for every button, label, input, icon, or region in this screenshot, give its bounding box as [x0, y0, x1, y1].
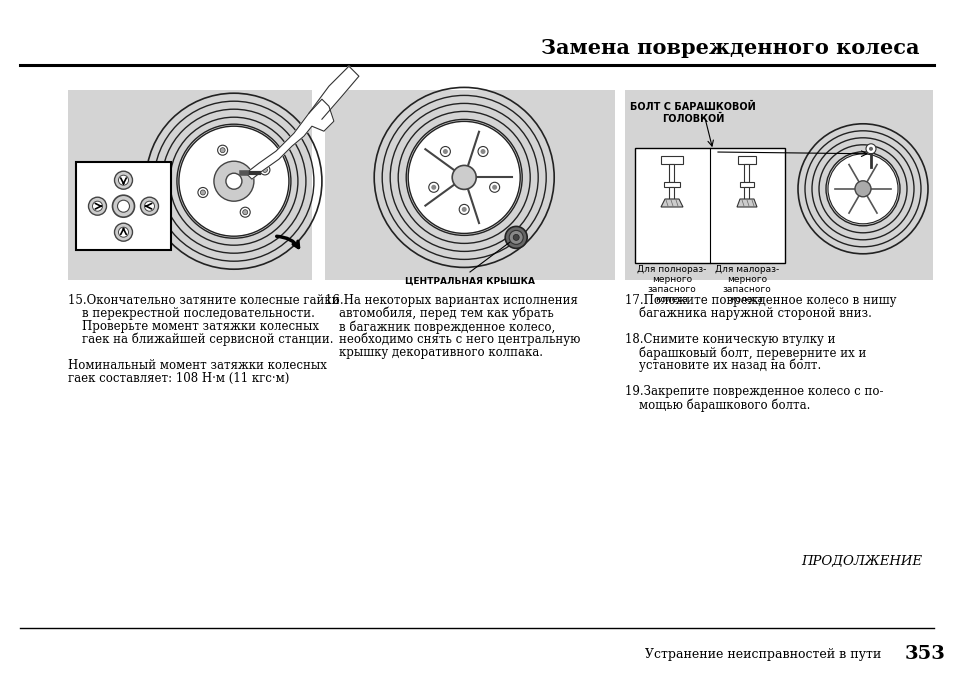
Text: Устранение неисправностей в пути: Устранение неисправностей в пути: [644, 648, 881, 661]
Circle shape: [854, 181, 870, 197]
Text: 16.На некоторых вариантах исполнения: 16.На некоторых вариантах исполнения: [325, 294, 578, 307]
Circle shape: [868, 147, 872, 151]
Text: Для малораз-: Для малораз-: [714, 265, 779, 274]
Text: Замена поврежденного колеса: Замена поврежденного колеса: [541, 38, 919, 58]
Text: ЦЕНТРАЛЬНАЯ КРЫШКА: ЦЕНТРАЛЬНАЯ КРЫШКА: [405, 277, 535, 286]
Bar: [663, 182, 679, 187]
Circle shape: [461, 207, 466, 212]
Bar: [76, 162, 171, 250]
Circle shape: [197, 187, 208, 198]
Circle shape: [213, 161, 253, 201]
Text: автомобиля, перед тем как убрать: автомобиля, перед тем как убрать: [338, 307, 553, 320]
Circle shape: [431, 185, 436, 190]
Circle shape: [200, 190, 205, 195]
Text: крышку декоративного колпака.: крышку декоративного колпака.: [338, 346, 542, 359]
Circle shape: [89, 197, 107, 215]
Text: Для полнораз-: Для полнораз-: [637, 265, 706, 274]
Text: барашковый болт, переверните их и: барашковый болт, переверните их и: [639, 346, 865, 359]
Circle shape: [492, 185, 497, 190]
Circle shape: [114, 223, 132, 241]
Circle shape: [440, 147, 450, 156]
Text: багажника наружной стороной вниз.: багажника наружной стороной вниз.: [639, 307, 871, 320]
Circle shape: [112, 196, 134, 217]
Circle shape: [513, 235, 518, 240]
Bar: [669, 187, 674, 199]
Text: колеса: колеса: [730, 295, 762, 304]
Circle shape: [117, 200, 130, 212]
Circle shape: [242, 210, 248, 215]
Circle shape: [477, 147, 488, 156]
Text: 17.Положите поврежденное колесо в нишу: 17.Положите поврежденное колесо в нишу: [624, 294, 896, 307]
Text: мерного: мерного: [726, 275, 766, 284]
Circle shape: [489, 182, 499, 192]
Text: запасного: запасного: [721, 285, 771, 294]
Circle shape: [480, 149, 485, 154]
Bar: [743, 187, 749, 199]
Bar: [669, 164, 674, 182]
Polygon shape: [660, 199, 682, 207]
Text: ГОЛОВКОЙ: ГОЛОВКОЙ: [661, 114, 723, 124]
Circle shape: [179, 126, 289, 236]
Text: мерного: мерного: [651, 275, 691, 284]
Circle shape: [240, 207, 250, 217]
Text: колеса: колеса: [655, 295, 688, 304]
Text: гаек на ближайшей сервисной станции.: гаек на ближайшей сервисной станции.: [82, 333, 334, 346]
Text: мощью барашкового болта.: мощью барашкового болта.: [639, 398, 809, 412]
Text: Проверьте момент затяжки колесных: Проверьте момент затяжки колесных: [82, 320, 318, 333]
Text: 353: 353: [904, 645, 944, 663]
Bar: [635, 148, 784, 263]
Bar: [740, 182, 753, 187]
Circle shape: [509, 230, 522, 244]
Text: 15.Окончательно затяните колесные гайки: 15.Окончательно затяните колесные гайки: [68, 294, 339, 307]
Circle shape: [144, 201, 154, 211]
Bar: [68, 90, 312, 280]
Circle shape: [428, 182, 438, 192]
Circle shape: [452, 165, 476, 189]
Circle shape: [118, 227, 129, 237]
Circle shape: [140, 197, 158, 215]
Text: в багажник поврежденное колесо,: в багажник поврежденное колесо,: [338, 320, 555, 333]
Bar: [624, 90, 932, 280]
Text: запасного: запасного: [647, 285, 696, 294]
Text: необходимо снять с него центральную: необходимо снять с него центральную: [338, 333, 579, 346]
Text: ПРОДОЛЖЕНИЕ: ПРОДОЛЖЕНИЕ: [801, 555, 921, 568]
Circle shape: [259, 165, 270, 175]
Circle shape: [217, 145, 228, 155]
Circle shape: [865, 144, 875, 154]
Circle shape: [114, 172, 132, 189]
Circle shape: [458, 204, 469, 215]
Text: гаек составляет: 108 Н·м (11 кгс·м): гаек составляет: 108 Н·м (11 кгс·м): [68, 372, 289, 385]
Circle shape: [505, 226, 527, 248]
Text: БОЛТ С БАРАШКОВОЙ: БОЛТ С БАРАШКОВОЙ: [630, 102, 755, 112]
Circle shape: [442, 149, 447, 154]
Polygon shape: [737, 199, 757, 207]
Circle shape: [92, 201, 102, 211]
Bar: [660, 156, 682, 164]
Text: установите их назад на болт.: установите их назад на болт.: [639, 359, 821, 372]
Bar: [325, 90, 615, 280]
Text: 19.Закрепите поврежденное колесо с по-: 19.Закрепите поврежденное колесо с по-: [624, 385, 882, 398]
Circle shape: [827, 154, 897, 224]
Polygon shape: [246, 99, 334, 179]
Circle shape: [118, 175, 129, 185]
Polygon shape: [309, 67, 358, 119]
Text: 18.Снимите коническую втулку и: 18.Снимите коническую втулку и: [624, 333, 835, 346]
Text: Номинальный момент затяжки колесных: Номинальный момент затяжки колесных: [68, 359, 327, 372]
Bar: [743, 164, 749, 182]
Circle shape: [226, 173, 242, 189]
Text: в перекрестной последовательности.: в перекрестной последовательности.: [82, 307, 314, 320]
Circle shape: [262, 167, 267, 172]
Bar: [738, 156, 755, 164]
Circle shape: [220, 147, 225, 153]
Circle shape: [408, 121, 519, 233]
